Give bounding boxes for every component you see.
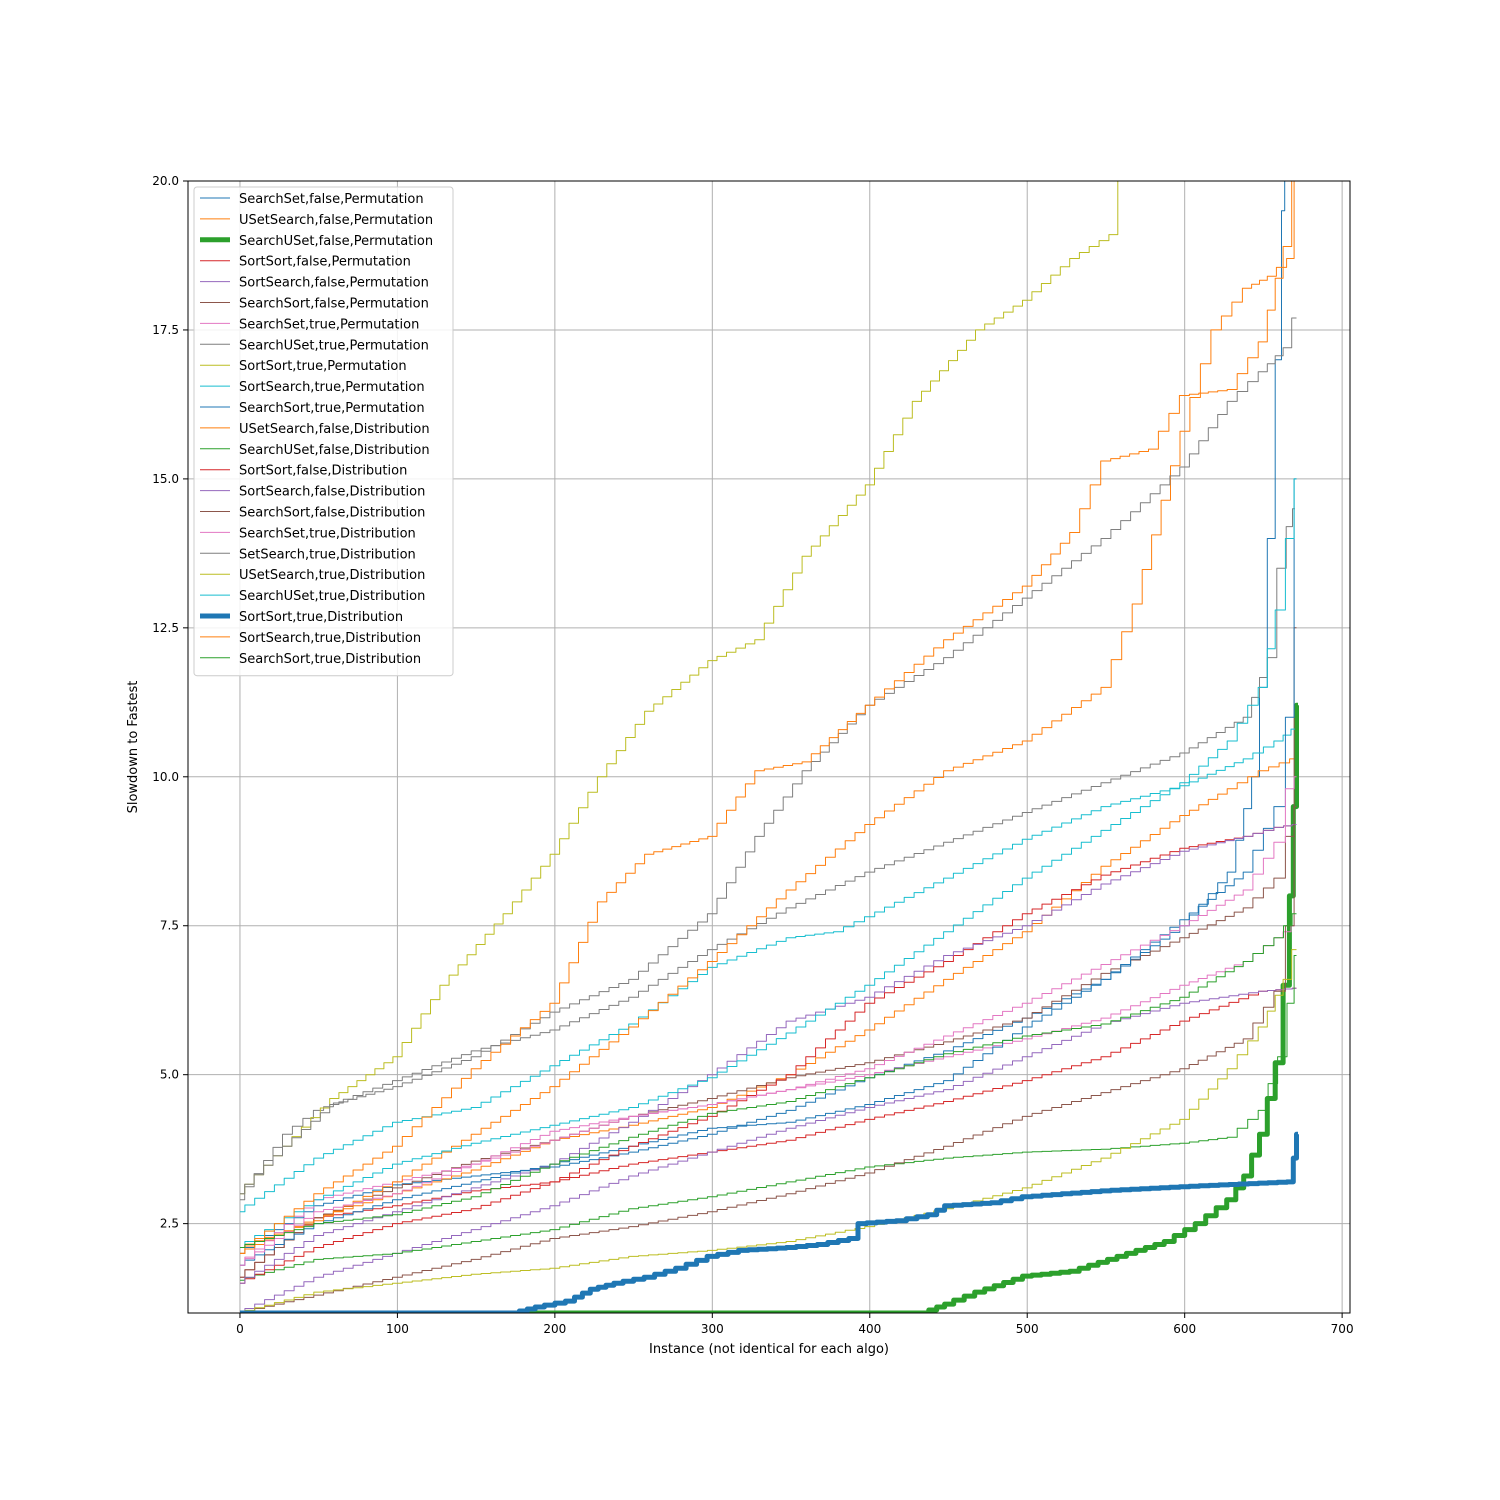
legend-entry: SearchSort,true,Permutation [239, 401, 425, 416]
plot-frame [187, 180, 1351, 1314]
legend-entry: SearchUSet,true,Distribution [239, 589, 425, 604]
legend-entry: SearchSet,true,Distribution [239, 526, 416, 541]
series-line-20 [240, 1131, 1299, 1313]
series-line-12 [240, 955, 1297, 1281]
legend-entry: SearchSet,true,Permutation [239, 317, 419, 332]
legend-entry: SortSearch,false,Distribution [239, 485, 425, 500]
legend-entry: SortSort,true,Distribution [239, 610, 403, 625]
legend-entry: SearchSet,false,Permutation [239, 192, 424, 207]
legend-entry: USetSearch,false,Permutation [239, 213, 433, 228]
y-tick-label: 5.0 [160, 1068, 179, 1082]
grid [188, 180, 1350, 1313]
series-line-7 [240, 508, 1295, 1201]
series-line-21 [240, 181, 1297, 1254]
series-line-19 [240, 478, 1297, 1248]
series-line-4 [240, 987, 1297, 1313]
legend-entry: SortSearch,true,Distribution [239, 631, 421, 646]
legend-entry: SearchSort,false,Distribution [239, 506, 425, 521]
x-tick-label: 600 [1173, 1322, 1196, 1336]
series-line-22 [240, 913, 1297, 1248]
x-tick-label: 200 [543, 1322, 566, 1336]
series-lines [240, 181, 1299, 1313]
legend: SearchSet,false,Permutation USetSearch,fa… [193, 186, 454, 677]
series-line-14 [240, 824, 1297, 1284]
x-axis-label: Instance (not identical for each algo) [649, 1342, 889, 1357]
series-line-18 [240, 949, 1297, 1313]
y-tick-label: 17.5 [152, 323, 179, 337]
y-tick-label: 7.5 [160, 919, 179, 933]
x-tick-label: 500 [1016, 1322, 1039, 1336]
series-line-11 [240, 181, 1297, 1248]
y-tick-label: 15.0 [152, 472, 179, 486]
x-tick-label: 300 [701, 1322, 724, 1336]
legend-entry: SortSort,true,Permutation [239, 359, 407, 374]
x-tick-label: 700 [1331, 1322, 1354, 1336]
series-line-2 [240, 702, 1299, 1313]
legend-entry: SortSort,false,Permutation [239, 255, 411, 270]
legend-entry: USetSearch,true,Distribution [239, 568, 425, 583]
series-line-3 [240, 987, 1297, 1278]
legend-entry: SortSearch,true,Permutation [239, 380, 425, 395]
legend-entry: SortSearch,false,Permutation [239, 276, 429, 291]
series-line-8 [240, 181, 1122, 1195]
legend-entry: SearchUSet,false,Permutation [239, 234, 433, 249]
series-line-15 [240, 806, 1297, 1313]
series-line-9 [240, 728, 1295, 1213]
legend-entry: USetSearch,false,Distribution [239, 422, 430, 437]
series-line-17 [240, 317, 1297, 1195]
legend-box [193, 186, 454, 677]
legend-entry: SearchUSet,false,Distribution [239, 443, 430, 458]
y-tick-label: 2.5 [160, 1217, 179, 1231]
legend-entry: SortSort,false,Distribution [239, 464, 407, 479]
y-axis-label: Slowdown to Fastest [126, 681, 141, 814]
y-tick-label: 20.0 [152, 174, 179, 188]
legend-entry: SetSearch,true,Distribution [239, 547, 416, 562]
x-tick-label: 0 [236, 1322, 244, 1336]
x-axis: 0 100 200 300 400 500 600 700 [236, 1313, 1354, 1336]
legend-entry: SearchSort,true,Distribution [239, 652, 421, 667]
y-tick-label: 10.0 [152, 770, 179, 784]
y-axis: 2.5 5.0 7.5 10.0 12.5 15.0 17.5 20.0 [152, 174, 188, 1231]
series-line-16 [240, 776, 1297, 1266]
series-line-10 [240, 478, 1297, 1266]
x-tick-label: 400 [858, 1322, 881, 1336]
legend-entry: SearchUSet,true,Permutation [239, 338, 429, 353]
y-tick-label: 12.5 [152, 621, 179, 635]
x-tick-label: 100 [386, 1322, 409, 1336]
legend-entry: SearchSort,false,Permutation [239, 297, 429, 312]
series-line-0 [240, 181, 1286, 1254]
series-line-13 [240, 824, 1297, 1284]
